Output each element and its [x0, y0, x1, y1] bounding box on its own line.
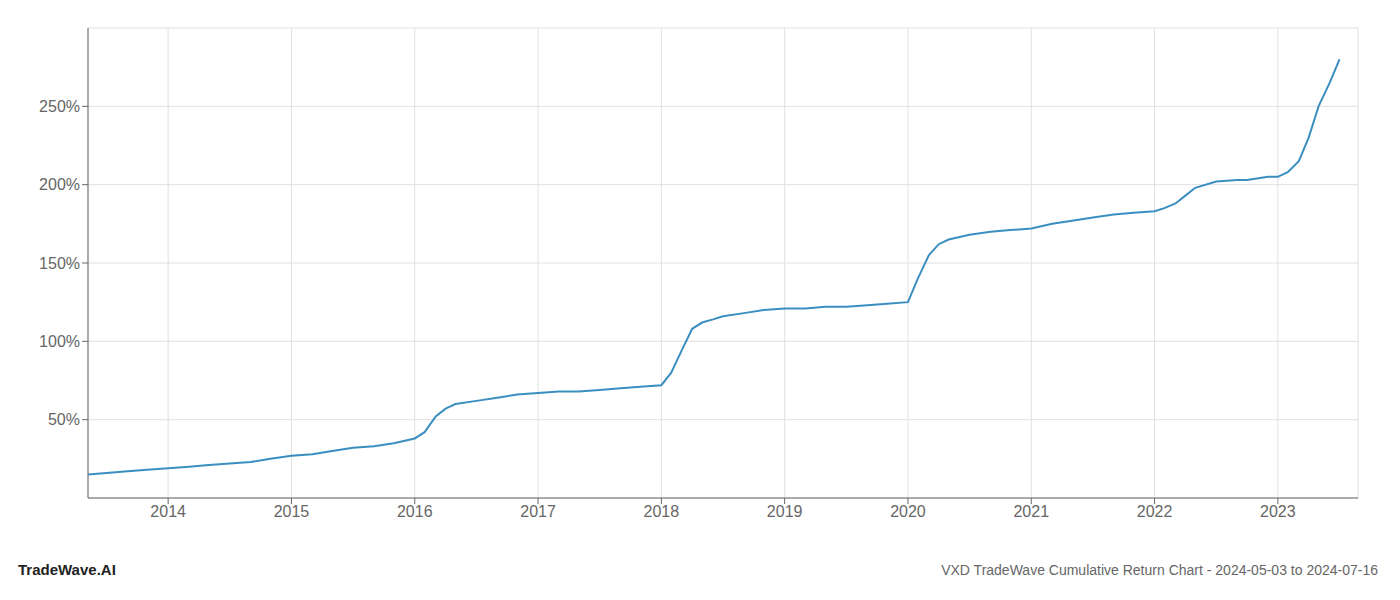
svg-text:2021: 2021 [1013, 503, 1049, 520]
html-text:VXD TradeWave Cumulative Retur: VXD TradeWave Cumulative Return Chart - … [941, 562, 1378, 578]
svg-text:200%: 200% [39, 176, 80, 193]
svg-text:2020: 2020 [890, 503, 926, 520]
svg-text:150%: 150% [39, 255, 80, 272]
svg-text:2019: 2019 [767, 503, 803, 520]
svg-text:2017: 2017 [520, 503, 556, 520]
svg-text:2014: 2014 [150, 503, 186, 520]
svg-text:2018: 2018 [644, 503, 680, 520]
svg-text:100%: 100% [39, 333, 80, 350]
svg-text:50%: 50% [48, 411, 80, 428]
svg-text:2023: 2023 [1260, 503, 1296, 520]
svg-text:2022: 2022 [1137, 503, 1173, 520]
html-text:TradeWave.AI: TradeWave.AI [18, 561, 116, 578]
svg-text:250%: 250% [39, 98, 80, 115]
svg-text:2015: 2015 [274, 503, 310, 520]
svg-text:2016: 2016 [397, 503, 433, 520]
